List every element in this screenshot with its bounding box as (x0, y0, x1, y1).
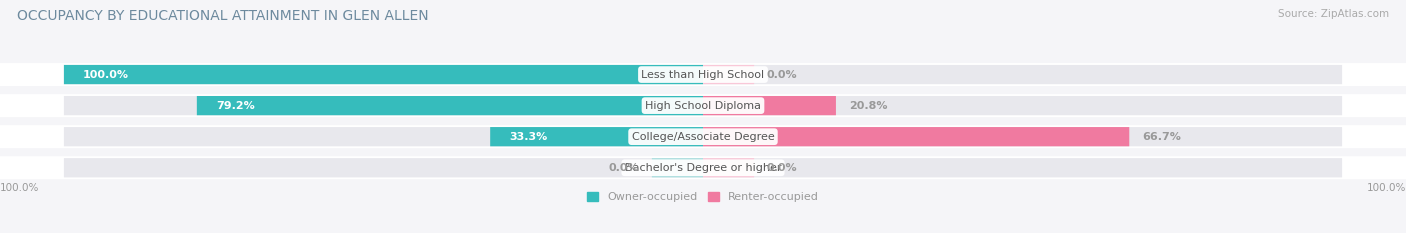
Text: College/Associate Degree: College/Associate Degree (631, 132, 775, 142)
FancyBboxPatch shape (63, 158, 703, 177)
Text: 66.7%: 66.7% (1142, 132, 1181, 142)
Text: 0.0%: 0.0% (609, 163, 640, 173)
FancyBboxPatch shape (703, 96, 837, 115)
Text: 100.0%: 100.0% (1367, 183, 1406, 193)
Text: High School Diploma: High School Diploma (645, 101, 761, 111)
FancyBboxPatch shape (491, 127, 703, 146)
Legend: Owner-occupied, Renter-occupied: Owner-occupied, Renter-occupied (586, 192, 820, 202)
FancyBboxPatch shape (703, 127, 1343, 146)
Text: Bachelor's Degree or higher: Bachelor's Degree or higher (624, 163, 782, 173)
Text: 79.2%: 79.2% (217, 101, 254, 111)
Text: 20.8%: 20.8% (849, 101, 887, 111)
FancyBboxPatch shape (703, 65, 754, 84)
Text: OCCUPANCY BY EDUCATIONAL ATTAINMENT IN GLEN ALLEN: OCCUPANCY BY EDUCATIONAL ATTAINMENT IN G… (17, 9, 429, 23)
Text: 33.3%: 33.3% (509, 132, 547, 142)
Text: 0.0%: 0.0% (766, 70, 797, 79)
FancyBboxPatch shape (0, 156, 1406, 179)
FancyBboxPatch shape (0, 63, 1406, 86)
FancyBboxPatch shape (703, 127, 1129, 146)
FancyBboxPatch shape (63, 65, 703, 84)
FancyBboxPatch shape (63, 127, 703, 146)
Text: 100.0%: 100.0% (83, 70, 129, 79)
FancyBboxPatch shape (0, 94, 1406, 117)
FancyBboxPatch shape (703, 158, 1343, 177)
FancyBboxPatch shape (63, 96, 703, 115)
FancyBboxPatch shape (703, 158, 754, 177)
Text: 100.0%: 100.0% (0, 183, 39, 193)
Text: 0.0%: 0.0% (766, 163, 797, 173)
FancyBboxPatch shape (197, 96, 703, 115)
Text: Less than High School: Less than High School (641, 70, 765, 79)
FancyBboxPatch shape (703, 96, 1343, 115)
FancyBboxPatch shape (652, 158, 703, 177)
FancyBboxPatch shape (63, 65, 703, 84)
FancyBboxPatch shape (0, 125, 1406, 148)
Text: Source: ZipAtlas.com: Source: ZipAtlas.com (1278, 9, 1389, 19)
FancyBboxPatch shape (703, 65, 1343, 84)
